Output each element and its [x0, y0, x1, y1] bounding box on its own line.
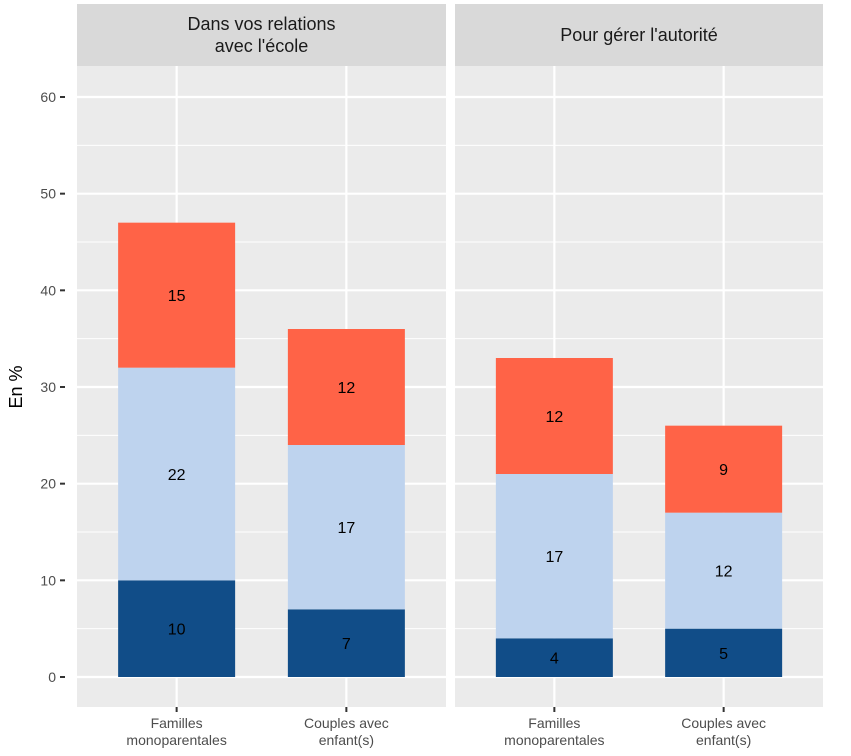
x-tick-label: Couples avec [681, 715, 766, 731]
bar-value-label: 12 [545, 409, 563, 426]
x-tick-label: monoparentales [504, 732, 604, 748]
bar-value-label: 15 [168, 288, 186, 305]
y-tick-label: 30 [40, 379, 56, 395]
bar-value-label: 4 [550, 651, 559, 668]
bar-segment-top [118, 222, 236, 368]
bar-segment-top [287, 329, 405, 445]
x-tick-label: Familles [151, 715, 203, 731]
y-tick-label: 60 [40, 89, 56, 105]
bar-segment-middle [118, 367, 236, 581]
x-tick-label: enfant(s) [696, 732, 751, 748]
bar-value-label: 12 [337, 380, 355, 397]
y-tick-label: 0 [48, 669, 56, 685]
bar-segment-bottom [665, 628, 783, 677]
y-tick-label: 10 [40, 572, 56, 588]
bar-segment-middle [665, 512, 783, 629]
bar-segment-bottom [118, 580, 236, 677]
x-tick-label: monoparentales [126, 732, 226, 748]
bar-segment-bottom [287, 609, 405, 677]
y-axis-title: En % [6, 365, 26, 408]
facet-title: avec l'école [215, 36, 309, 56]
bar-value-label: 22 [168, 467, 186, 484]
x-tick-label: enfant(s) [319, 732, 374, 748]
facet-strip [455, 4, 823, 66]
bar-value-label: 17 [337, 520, 355, 537]
y-tick-label: 40 [40, 282, 56, 298]
y-tick-label: 20 [40, 476, 56, 492]
bar-segment-bottom [495, 638, 613, 677]
facet-strip [77, 4, 446, 66]
bar-value-label: 12 [715, 564, 733, 581]
x-tick-label: Couples avec [304, 715, 389, 731]
bar-value-label: 17 [545, 549, 563, 566]
facet-panel-2: Pour gérer l'autorité 4 17 12 Famillesmonopa… [455, 4, 823, 748]
x-tick-label: Familles [528, 715, 580, 731]
bar-segment-middle [287, 445, 405, 610]
y-tick-label: 50 [40, 186, 56, 202]
bar-segment-top [665, 425, 783, 513]
bar-value-label: 9 [719, 462, 728, 479]
y-axis: 0 10 20 30 40 50 60 [40, 89, 65, 685]
bar-segment-top [495, 358, 613, 474]
facet-title: Dans vos relations [187, 14, 335, 34]
facet-title: Pour gérer l'autorité [560, 25, 718, 45]
bar-segment-middle [495, 474, 613, 639]
bar-value-label: 7 [342, 636, 351, 653]
bar-value-label: 10 [168, 622, 186, 639]
bar-value-label: 5 [719, 646, 728, 663]
